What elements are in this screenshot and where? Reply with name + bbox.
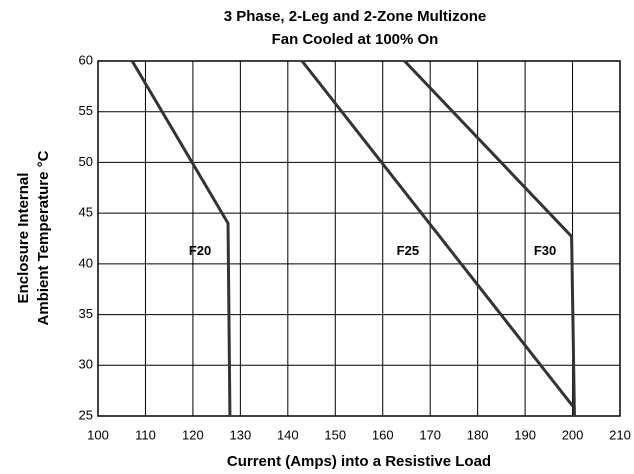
x-tick-label: 100 [87, 427, 109, 442]
x-tick-label: 140 [277, 427, 299, 442]
y-tick-label: 55 [79, 103, 93, 118]
x-tick-label: 110 [135, 427, 156, 442]
y-tick-label: 50 [79, 154, 93, 169]
annotation: F30 [534, 243, 556, 258]
chart-title: 3 Phase, 2-Leg and 2-Zone Multizone [224, 8, 487, 25]
y-tick-label: 25 [79, 407, 93, 422]
x-tick-label: 210 [609, 427, 631, 442]
x-tick-label: 170 [419, 427, 441, 442]
y-tick-label: 40 [79, 255, 93, 270]
plot-border [97, 60, 621, 417]
x-tick-label: 130 [230, 427, 252, 442]
annotation: F20 [189, 243, 211, 258]
line [130, 60, 232, 417]
x-tick-label: 160 [372, 427, 394, 442]
y-tick-label: 60 [79, 52, 93, 67]
y-axis-label: Ambient Temperature °C [35, 150, 52, 325]
y-tick-label: 30 [79, 357, 93, 372]
y-axis-label: Enclosure Internal [15, 173, 32, 304]
x-tick-label: 180 [467, 427, 489, 442]
x-tick-label: 150 [324, 427, 346, 442]
annotation: F25 [397, 243, 419, 258]
x-axis-label: Current (Amps) into a Resistive Load [227, 453, 491, 470]
line [300, 60, 574, 407]
x-tick-label: 190 [514, 427, 536, 442]
y-tick-label: 35 [79, 306, 93, 321]
x-tick-label: 120 [182, 427, 204, 442]
chart-title: Fan Cooled at 100% On [272, 31, 439, 48]
line [403, 59, 576, 417]
y-tick-label: 45 [79, 205, 93, 220]
x-tick-label: 200 [562, 427, 584, 442]
